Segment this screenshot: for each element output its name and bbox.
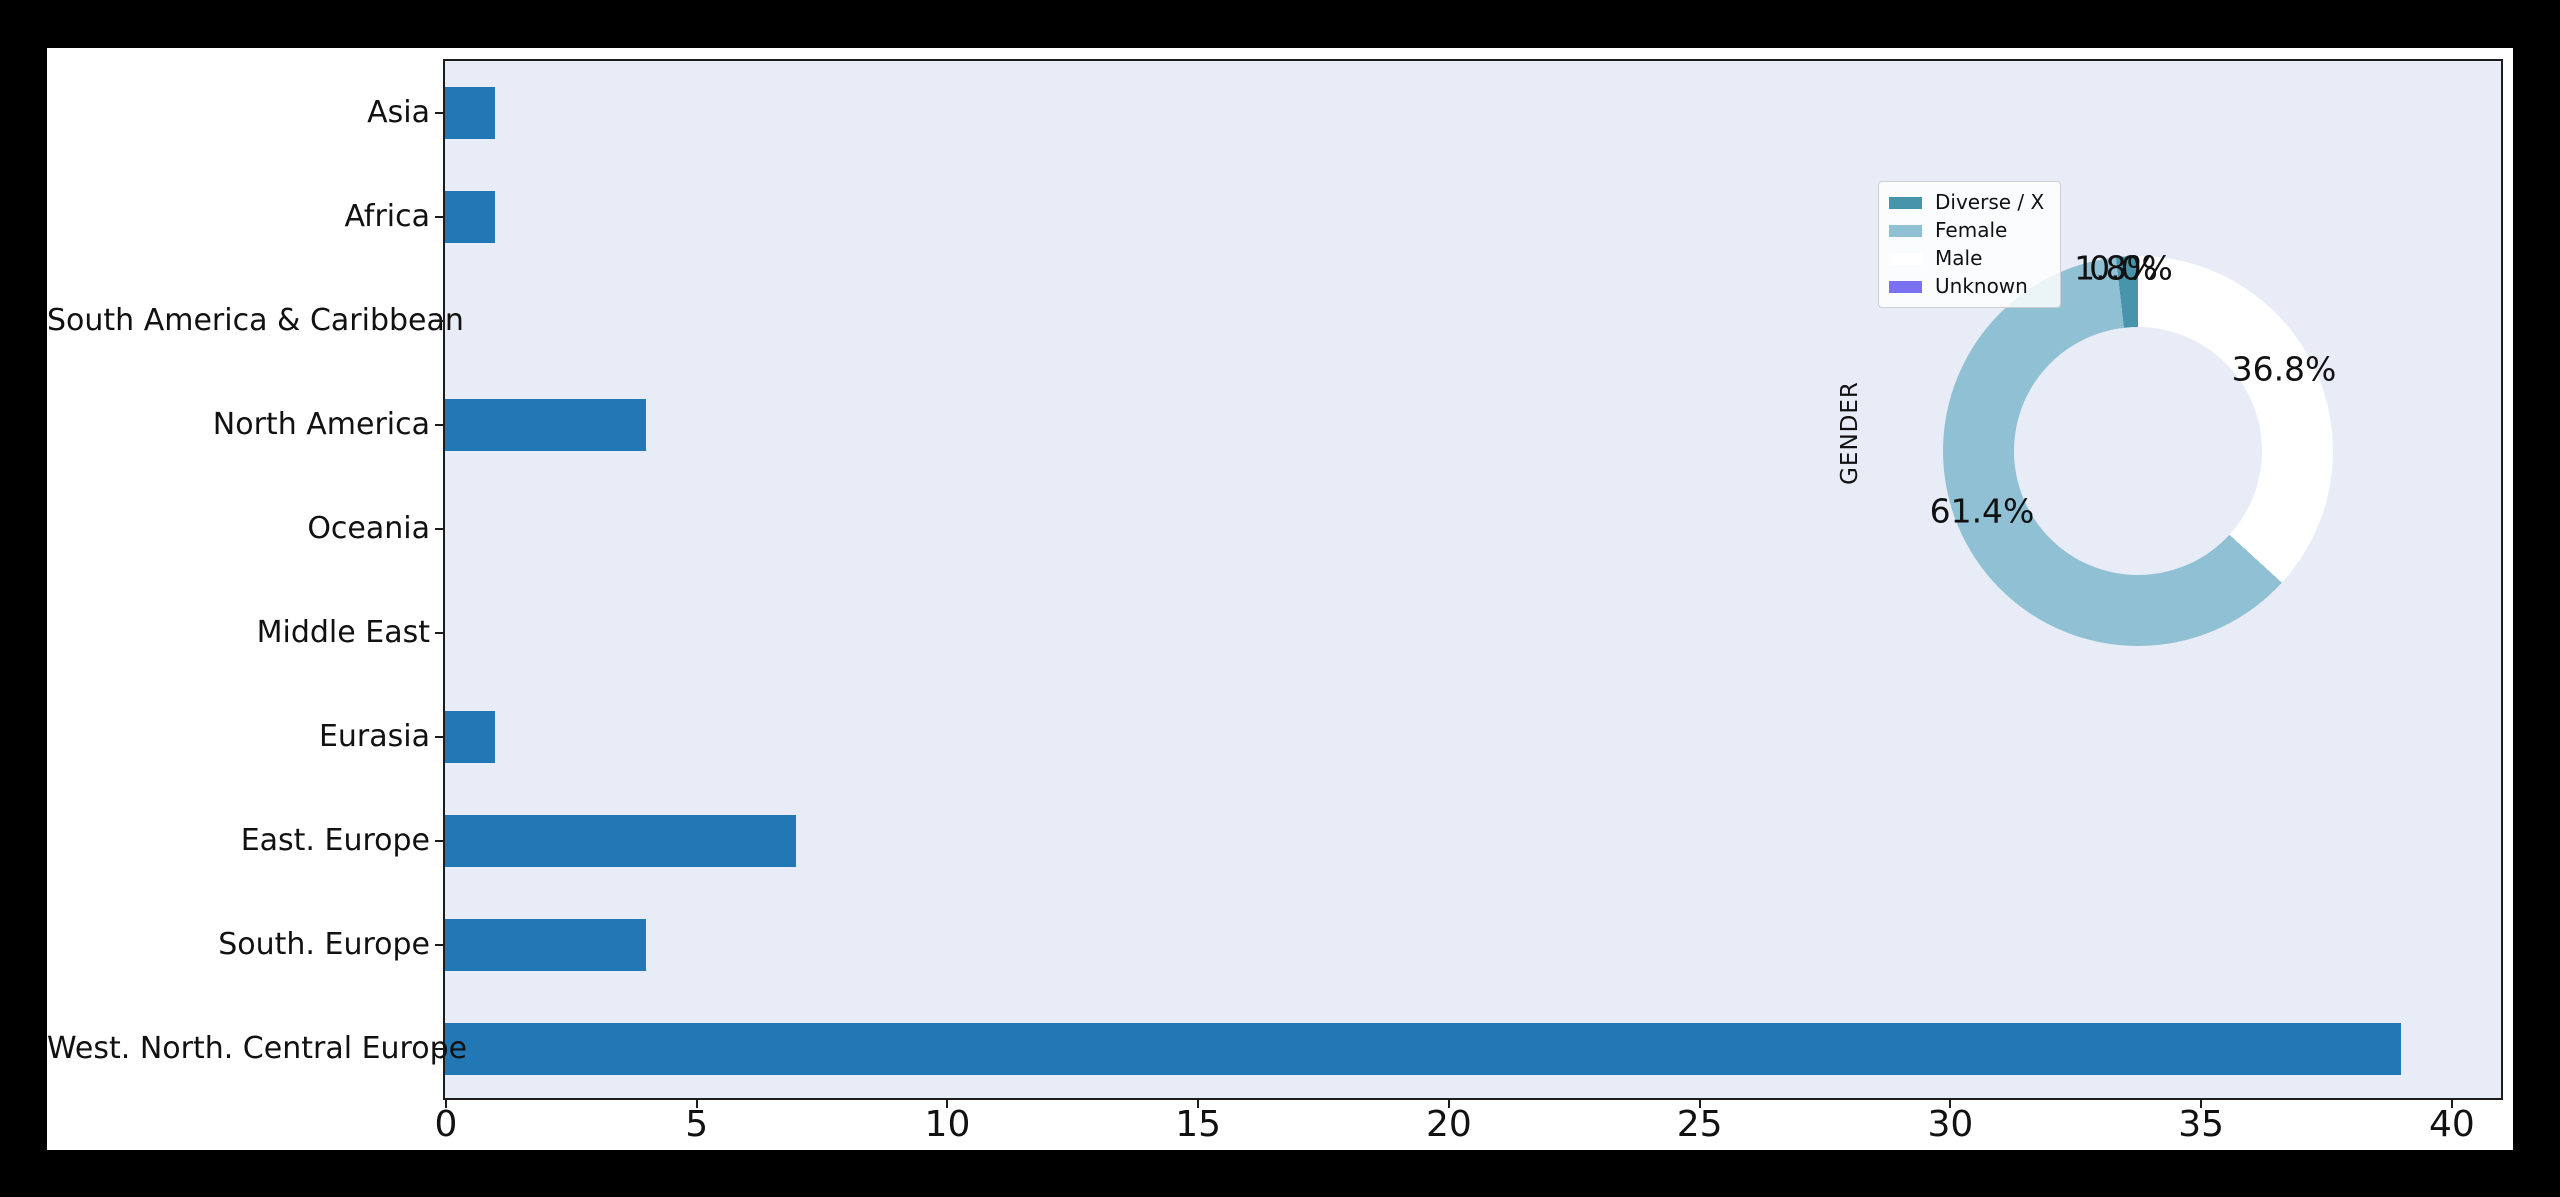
y-tick-mark <box>435 840 443 842</box>
x-tick-label-0: 0 <box>434 1104 458 1145</box>
y-tick-label-eurasia: Eurasia <box>318 719 430 754</box>
legend-swatch-diverse-x <box>1889 196 1922 209</box>
pie-pct-label-female: 61.4% <box>1929 491 2035 531</box>
pie-legend: Diverse / X Female Male Unknown <box>1878 181 2062 308</box>
legend-entry-diverse-x: Diverse / X <box>1889 191 2044 214</box>
x-tick-label-25: 25 <box>1676 1104 1723 1145</box>
y-tick-mark <box>435 632 443 634</box>
bar-asia <box>445 87 495 139</box>
y-tick-mark <box>435 424 443 426</box>
x-tick-label-5: 5 <box>685 1104 709 1145</box>
x-tick-mark <box>695 1100 698 1108</box>
y-tick-label-africa: Africa <box>344 199 430 234</box>
figure: Diverse / X Female Male Unknown GENDER 1.8%… <box>47 48 2513 1150</box>
x-tick-label-20: 20 <box>1426 1104 1472 1145</box>
bar-south-europe <box>445 919 646 971</box>
x-tick-mark <box>946 1100 949 1108</box>
y-tick-mark <box>435 216 443 218</box>
x-tick-label-40: 40 <box>2428 1104 2475 1145</box>
y-tick-mark <box>435 112 443 114</box>
y-tick-label-south-europe: South. Europe <box>218 927 430 962</box>
legend-label-diverse-x: Diverse / X <box>1935 190 2045 214</box>
y-tick-mark <box>435 736 443 738</box>
bar-eurasia <box>445 711 495 763</box>
donut-hole <box>2014 327 2262 575</box>
bar-africa <box>445 191 495 243</box>
legend-swatch-male <box>1889 252 1922 265</box>
x-tick-mark <box>1447 1100 1450 1108</box>
x-tick-mark <box>2200 1100 2203 1108</box>
y-tick-label-asia: Asia <box>367 95 430 130</box>
x-tick-label-10: 10 <box>924 1104 971 1145</box>
y-tick-label-south-america-caribbean: South America & Caribbean <box>47 303 464 338</box>
y-tick-label-oceania: Oceania <box>307 511 430 546</box>
legend-label-unknown: Unknown <box>1935 274 2028 298</box>
y-tick-label-east-europe: East. Europe <box>240 823 430 858</box>
pie-pct-label-male: 36.8% <box>2231 349 2337 389</box>
x-tick-label-15: 15 <box>1175 1104 1222 1145</box>
legend-label-female: Female <box>1935 218 2008 242</box>
legend-label-male: Male <box>1935 246 1983 270</box>
legend-entry-unknown: Unknown <box>1889 275 2044 298</box>
bar-north-america <box>445 399 646 451</box>
x-tick-mark <box>1698 1100 1701 1108</box>
y-tick-mark <box>435 320 443 322</box>
bar-chart-plot-area: Diverse / X Female Male Unknown GENDER 1.8%… <box>443 59 2503 1100</box>
y-tick-label-west-north-central-europe: West. North. Central Europe <box>47 1031 468 1066</box>
x-tick-mark <box>2450 1100 2453 1108</box>
legend-swatch-unknown <box>1889 280 1922 293</box>
y-tick-mark <box>435 1048 443 1050</box>
y-tick-label-north-america: North America <box>212 407 430 442</box>
pie-pct-label-diverse-x: 1.8% <box>2074 248 2158 288</box>
bar-west-north-central-europe <box>445 1023 2401 1075</box>
legend-entry-male: Male <box>1889 247 2044 270</box>
x-tick-mark <box>1197 1100 1200 1108</box>
pie-pct-label-unknown: 0.0% <box>2089 248 2173 288</box>
bar-east-europe <box>445 815 796 867</box>
legend-swatch-female <box>1889 224 1922 237</box>
y-tick-label-middle-east: Middle East <box>256 615 430 650</box>
x-tick-label-35: 35 <box>2178 1104 2225 1145</box>
y-tick-mark <box>435 944 443 946</box>
gender-axis-label: GENDER <box>1837 381 1863 485</box>
y-tick-mark <box>435 528 443 530</box>
x-tick-label-30: 30 <box>1927 1104 1974 1145</box>
x-tick-mark <box>445 1100 447 1108</box>
x-tick-mark <box>1949 1100 1952 1108</box>
legend-entry-female: Female <box>1889 219 2044 242</box>
